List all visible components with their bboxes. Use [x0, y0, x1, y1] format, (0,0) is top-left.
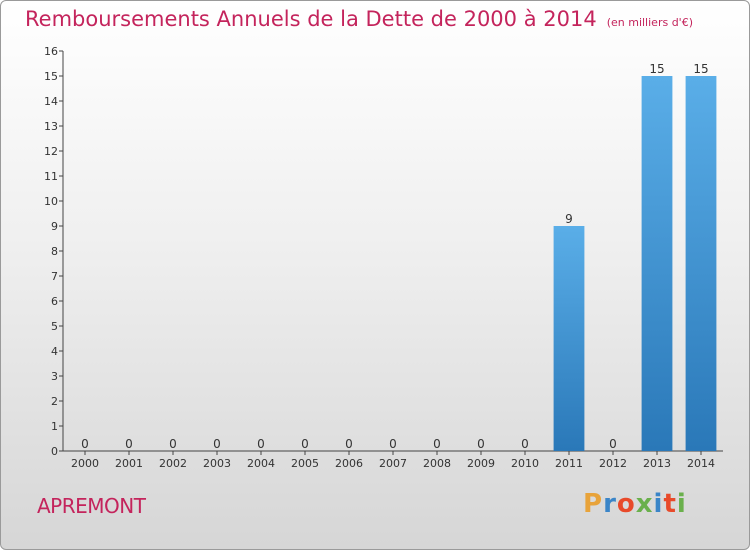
- x-tick-label: 2000: [71, 457, 99, 470]
- y-tick-label: 0: [51, 445, 58, 458]
- x-tick-label: 2012: [599, 457, 627, 470]
- data-label: 0: [125, 437, 133, 451]
- bar: [641, 76, 673, 451]
- data-label: 0: [213, 437, 221, 451]
- data-label: 0: [477, 437, 485, 451]
- x-tick-label: 2004: [247, 457, 275, 470]
- logo-letter: t: [663, 489, 677, 519]
- data-label: 0: [257, 437, 265, 451]
- x-tick-label: 2014: [687, 457, 715, 470]
- x-tick-label: 2009: [467, 457, 495, 470]
- y-tick-label: 12: [44, 145, 58, 158]
- logo-letter: r: [603, 489, 617, 519]
- x-tick-label: 2001: [115, 457, 143, 470]
- proxiti-logo: Proxiti: [583, 489, 687, 519]
- chart-subtitle: (en milliers d'€): [606, 16, 693, 29]
- data-label: 0: [433, 437, 441, 451]
- x-tick-label: 2010: [511, 457, 539, 470]
- y-tick-label: 16: [44, 45, 58, 58]
- y-tick-label: 2: [51, 395, 58, 408]
- x-tick-label: 2008: [423, 457, 451, 470]
- data-label: 0: [81, 437, 89, 451]
- commune-name: APREMONT: [37, 494, 146, 518]
- data-label: 15: [693, 62, 708, 76]
- x-tick-label: 2002: [159, 457, 187, 470]
- y-tick-label: 4: [51, 345, 58, 358]
- x-tick-label: 2003: [203, 457, 231, 470]
- y-tick-label: 10: [44, 195, 58, 208]
- bar: [553, 226, 585, 451]
- logo-letter: P: [583, 489, 604, 519]
- chart-title: Remboursements Annuels de la Dette de 20…: [25, 7, 693, 31]
- chart-title-text: Remboursements Annuels de la Dette de 20…: [25, 7, 597, 31]
- x-tick-label: 2005: [291, 457, 319, 470]
- data-label: 15: [649, 62, 664, 76]
- y-tick-label: 7: [51, 270, 58, 283]
- logo-letter: o: [616, 489, 636, 519]
- chart-bars: 0 0 0 0 0 0 0 0 0 0 0 9 0 15 15: [81, 62, 717, 451]
- data-label: 0: [301, 437, 309, 451]
- data-label: 0: [609, 437, 617, 451]
- logo-letter: i: [676, 489, 687, 519]
- y-tick-label: 13: [44, 120, 58, 133]
- y-tick-label: 6: [51, 295, 58, 308]
- x-tick-label: 2011: [555, 457, 583, 470]
- data-label: 0: [345, 437, 353, 451]
- x-tick-label: 2013: [643, 457, 671, 470]
- y-tick-label: 1: [51, 420, 58, 433]
- y-tick-label: 3: [51, 370, 58, 383]
- logo-letter: x: [635, 489, 654, 519]
- logo-letter: i: [653, 489, 664, 519]
- y-tick-label: 15: [44, 70, 58, 83]
- y-tick-label: 5: [51, 320, 58, 333]
- data-label: 9: [565, 212, 573, 226]
- data-label: 0: [389, 437, 397, 451]
- y-tick-label: 14: [44, 95, 58, 108]
- x-tick-label: 2006: [335, 457, 363, 470]
- y-tick-label: 8: [51, 245, 58, 258]
- x-tick-label: 2007: [379, 457, 407, 470]
- data-label: 0: [169, 437, 177, 451]
- data-label: 0: [521, 437, 529, 451]
- y-tick-label: 11: [44, 170, 58, 183]
- bar: [685, 76, 717, 451]
- y-tick-label: 9: [51, 220, 58, 233]
